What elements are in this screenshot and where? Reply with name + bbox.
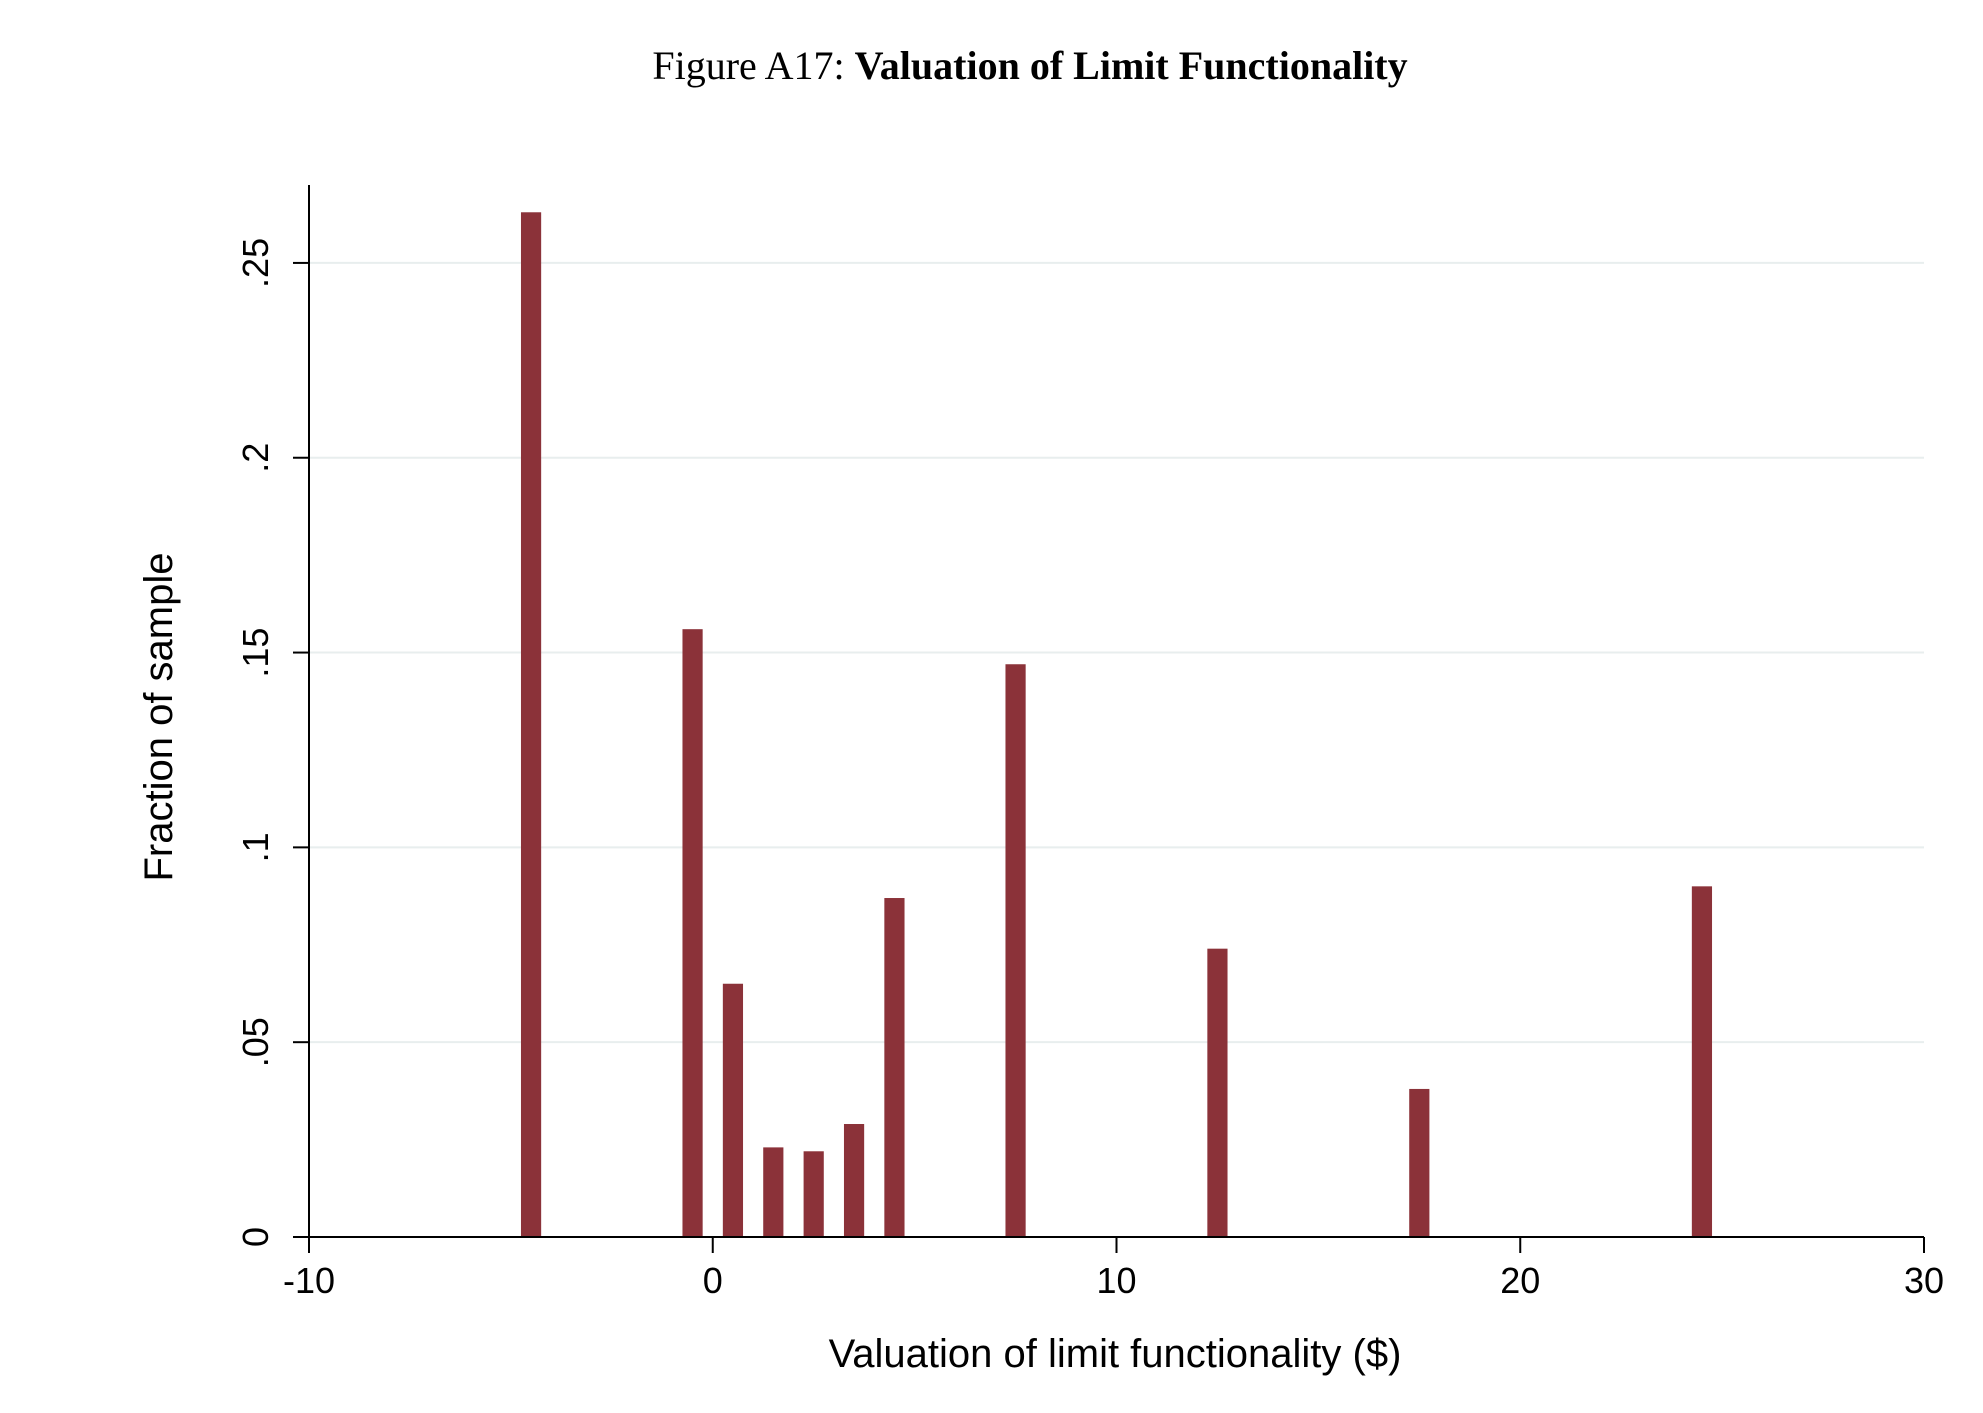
bar-2 [722,983,744,1237]
bar-8 [1207,948,1228,1237]
bar-3 [763,1147,784,1237]
y-tick-label-1: .05 [235,1017,276,1067]
figure-title: Figure A17: Valuation of Limit Functiona… [0,42,1983,89]
bar-4 [803,1151,824,1237]
y-axis-title: Fraction of sample [137,552,181,881]
bar-5 [843,1124,865,1237]
y-tick-label-4: .2 [235,443,276,473]
bar-7 [1005,664,1026,1237]
figure-title-prefix: Figure A17: [652,43,845,88]
y-tick-label-3: .15 [235,628,276,678]
bar-9 [1409,1088,1430,1237]
x-tick-label-4: 30 [1904,1260,1944,1301]
axes [293,185,1925,1253]
bar-10 [1691,886,1713,1237]
x-tick-label-3: 20 [1500,1260,1540,1301]
y-tick-labels: 0 .05 .1 .15 .2 .25 [235,238,276,1247]
bar-1 [682,629,703,1237]
y-tick-label-5: .25 [235,238,276,288]
y-tick-label-2: .1 [235,832,276,862]
x-tick-label-1: 0 [703,1260,723,1301]
x-tick-labels: -10 0 10 20 30 [283,1260,1944,1301]
x-axis-title: Valuation of limit functionality ($) [829,1332,1402,1376]
bar-0 [520,212,542,1238]
figure-title-main: Valuation of Limit Functionality [854,43,1408,88]
bar-6 [884,898,905,1237]
grid-lines [309,261,1924,1044]
x-tick-label-0: -10 [283,1260,335,1301]
x-tick-label-2: 10 [1096,1260,1136,1301]
bars [520,212,1713,1238]
y-tick-label-0: 0 [235,1227,276,1247]
